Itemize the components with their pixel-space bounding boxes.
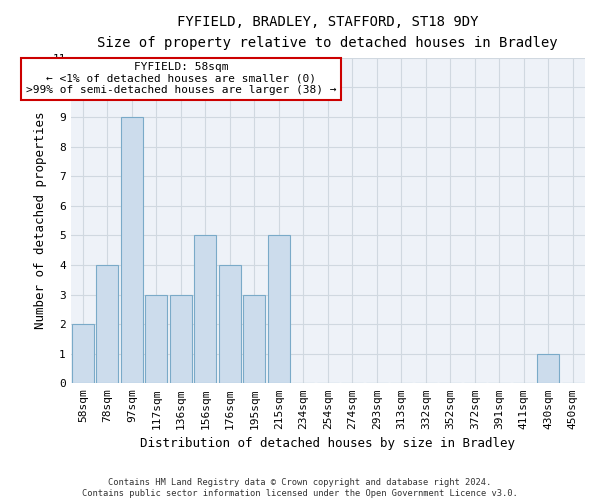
Bar [268,236,290,384]
Bar [72,324,94,384]
Bar [194,236,217,384]
Bar [145,294,167,384]
X-axis label: Distribution of detached houses by size in Bradley: Distribution of detached houses by size … [140,437,515,450]
Title: FYFIELD, BRADLEY, STAFFORD, ST18 9DY
Size of property relative to detached house: FYFIELD, BRADLEY, STAFFORD, ST18 9DY Siz… [97,15,558,50]
Bar [219,265,241,384]
Bar [97,265,118,384]
Bar [121,117,143,384]
Bar [170,294,192,384]
Bar [243,294,265,384]
Text: Contains HM Land Registry data © Crown copyright and database right 2024.
Contai: Contains HM Land Registry data © Crown c… [82,478,518,498]
Bar [537,354,559,384]
Text: FYFIELD: 58sqm
← <1% of detached houses are smaller (0)
>99% of semi-detached ho: FYFIELD: 58sqm ← <1% of detached houses … [26,62,336,96]
Y-axis label: Number of detached properties: Number of detached properties [34,112,47,330]
